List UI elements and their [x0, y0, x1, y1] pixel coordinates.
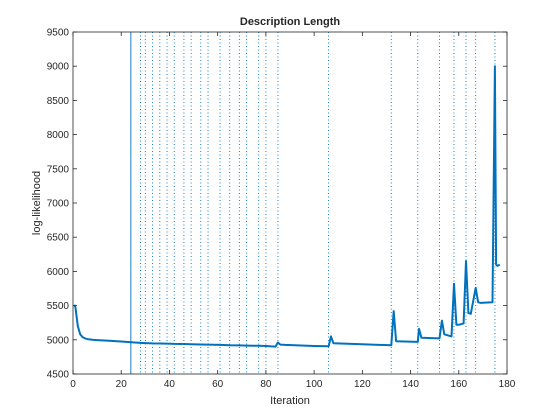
series-line [73, 65, 501, 348]
y-tick-label: 4500 [47, 370, 70, 381]
y-tick-label: 8500 [47, 96, 70, 107]
y-tick-label: 9500 [47, 28, 70, 39]
x-tick-label: 100 [306, 379, 323, 390]
x-tick-label: 0 [70, 379, 76, 390]
y-tick-label: 6500 [47, 233, 70, 244]
x-tick-label: 140 [402, 379, 419, 390]
x-tick-label: 40 [164, 379, 176, 390]
x-tick-label: 160 [450, 379, 467, 390]
y-axis-title: log-likelihood [31, 171, 43, 235]
series-group [73, 65, 501, 348]
y-tick-label: 6000 [47, 267, 70, 278]
x-axis: 0 20 40 60 80 100 120 140 160 180 [70, 32, 516, 390]
x-tick-label: 180 [499, 379, 516, 390]
x-tick-label: 80 [260, 379, 272, 390]
y-tick-label: 5000 [47, 335, 70, 346]
chart-title: Description Length [240, 16, 341, 28]
y-tick-label: 5500 [47, 301, 70, 312]
iteration-markers [130, 32, 496, 374]
y-tick-label: 9000 [47, 62, 70, 73]
y-tick-label: 8000 [47, 130, 70, 141]
y-tick-label: 7500 [47, 164, 70, 175]
x-tick-label: 120 [354, 379, 371, 390]
x-axis-title: Iteration [270, 395, 310, 407]
y-tick-label: 7000 [47, 199, 70, 210]
x-tick-label: 20 [116, 379, 128, 390]
x-tick-label: 60 [212, 379, 224, 390]
y-axis: 4500 5000 5500 6000 6500 7000 7500 8000 8500 9000… [47, 28, 507, 381]
